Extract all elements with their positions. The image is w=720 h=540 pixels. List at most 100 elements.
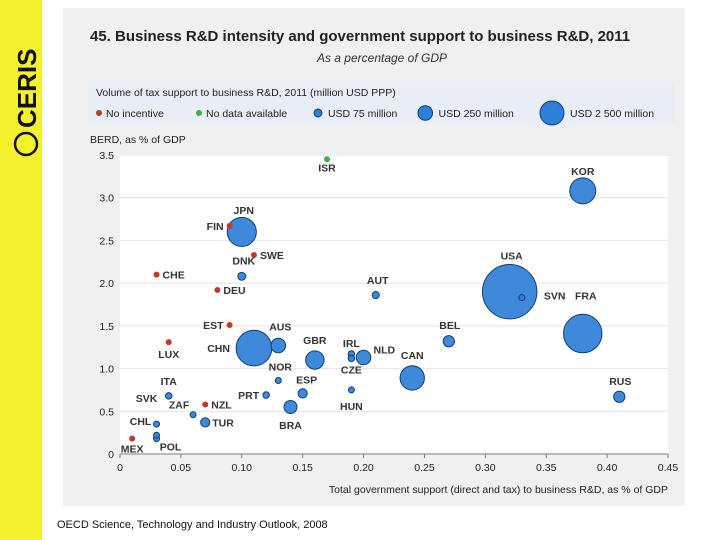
- point-label-swe: SWE: [260, 250, 284, 262]
- point-label-chl: CHL: [130, 416, 152, 428]
- point-esp: [297, 388, 308, 399]
- point-chn: [235, 329, 273, 367]
- point-label-bra: BRA: [279, 420, 302, 432]
- point-label-che: CHE: [163, 270, 185, 282]
- x-tick-label: 0.40: [597, 462, 618, 474]
- y-tick-label: 3.5: [99, 150, 114, 162]
- point-prt: [262, 391, 270, 399]
- point-label-aut: AUT: [367, 275, 389, 287]
- point-label-prt: PRT: [238, 390, 260, 402]
- point-label-usa: USA: [501, 251, 524, 263]
- ceris-logo: CERIS: [12, 49, 39, 157]
- legend-marker: [96, 110, 102, 116]
- source-note: OECD Science, Technology and Industry Ou…: [57, 519, 328, 531]
- point-label-irl: IRL: [343, 338, 361, 350]
- point-label-nld: NLD: [374, 344, 396, 356]
- y-tick-label: 2.0: [99, 278, 114, 290]
- point-label-cze: CZE: [341, 364, 362, 376]
- x-tick-label: 0.25: [414, 462, 435, 474]
- y-axis-label: BERD, as % of GDP: [90, 134, 186, 146]
- point-cze: [347, 354, 356, 363]
- y-tick-label: 2.5: [99, 235, 114, 247]
- point-label-rus: RUS: [609, 376, 631, 388]
- point-label-bel: BEL: [439, 320, 461, 332]
- y-tick-label: 1.0: [99, 364, 114, 376]
- legend-label: USD 75 million: [328, 108, 398, 120]
- point-swe: [250, 251, 257, 258]
- point-aus: [270, 337, 287, 354]
- point-label-svk: SVK: [136, 393, 158, 405]
- legend-label: USD 250 million: [439, 108, 514, 120]
- point-label-pol: POL: [160, 442, 182, 454]
- legend-marker: [539, 100, 565, 126]
- legend: Volume of tax support to business R&D, 2…: [88, 82, 675, 126]
- point-label-hun: HUN: [340, 401, 363, 413]
- point-zaf: [189, 411, 197, 419]
- point-tur: [200, 417, 211, 428]
- x-tick-label: 0.20: [353, 462, 374, 474]
- point-che: [153, 271, 160, 278]
- point-label-esp: ESP: [296, 374, 317, 386]
- point-label-dnk: DNK: [232, 255, 255, 267]
- point-aut: [371, 291, 380, 300]
- point-label-est: EST: [203, 320, 224, 332]
- point-label-kor: KOR: [571, 166, 595, 178]
- legend-label: No data available: [206, 108, 287, 120]
- legend-label: USD 2 500 million: [570, 108, 654, 120]
- point-label-deu: DEU: [223, 285, 245, 297]
- point-nor: [274, 377, 282, 385]
- point-nld: [355, 349, 372, 366]
- x-tick-label: 0.45: [658, 462, 679, 474]
- legend-title: Volume of tax support to business R&D, 2…: [96, 87, 396, 99]
- x-tick-label: 0.35: [536, 462, 557, 474]
- point-nzl: [202, 401, 209, 408]
- point-isr: [324, 156, 331, 163]
- chart-title: 45. Business R&D intensity and governmen…: [90, 28, 630, 45]
- point-rus: [613, 390, 626, 403]
- point-label-gbr: GBR: [303, 335, 327, 347]
- sidebar-band: CERIS: [0, 0, 42, 540]
- logo-text: CERIS: [12, 49, 39, 128]
- point-usa: [481, 263, 538, 320]
- point-chl: [153, 431, 161, 439]
- point-dnk: [237, 271, 247, 281]
- point-label-tur: TUR: [212, 417, 234, 429]
- point-lux: [165, 339, 172, 346]
- point-label-can: CAN: [401, 350, 424, 362]
- plot-area: [120, 154, 668, 455]
- legend-marker: [313, 108, 323, 118]
- point-label-isr: ISR: [318, 162, 336, 174]
- point-mex: [129, 435, 136, 442]
- chart-subtitle: As a percentage of GDP: [316, 51, 447, 65]
- point-label-mex: MEX: [121, 444, 144, 456]
- point-label-zaf: ZAF: [169, 400, 190, 412]
- point-deu: [214, 286, 221, 293]
- legend-marker: [196, 110, 202, 116]
- y-tick-label: 0.5: [99, 406, 114, 418]
- point-label-fin: FIN: [207, 221, 224, 233]
- point-bel: [442, 335, 455, 348]
- logo-ring-icon: [13, 131, 39, 157]
- point-label-ita: ITA: [161, 376, 178, 388]
- point-fin: [226, 222, 233, 229]
- legend-label: No incentive: [106, 108, 164, 120]
- point-label-jpn: JPN: [234, 205, 254, 217]
- point-label-nor: NOR: [269, 362, 293, 374]
- point-label-fra: FRA: [575, 291, 597, 303]
- point-label-nzl: NZL: [211, 399, 232, 411]
- point-can: [399, 365, 425, 391]
- point-ita: [164, 392, 173, 400]
- x-tick-label: 0.05: [171, 462, 192, 474]
- x-tick-label: 0.10: [232, 462, 253, 474]
- point-fra: [563, 313, 603, 354]
- point-svn: [518, 294, 526, 302]
- legend-marker: [417, 105, 434, 121]
- x-axis-label: Total government support (direct and tax…: [329, 484, 668, 496]
- point-est: [226, 322, 233, 329]
- point-hun: [347, 386, 355, 394]
- point-svk: [153, 420, 161, 428]
- point-gbr: [305, 350, 325, 370]
- x-tick-label: 0: [117, 462, 123, 474]
- y-tick-label: 0: [108, 449, 114, 461]
